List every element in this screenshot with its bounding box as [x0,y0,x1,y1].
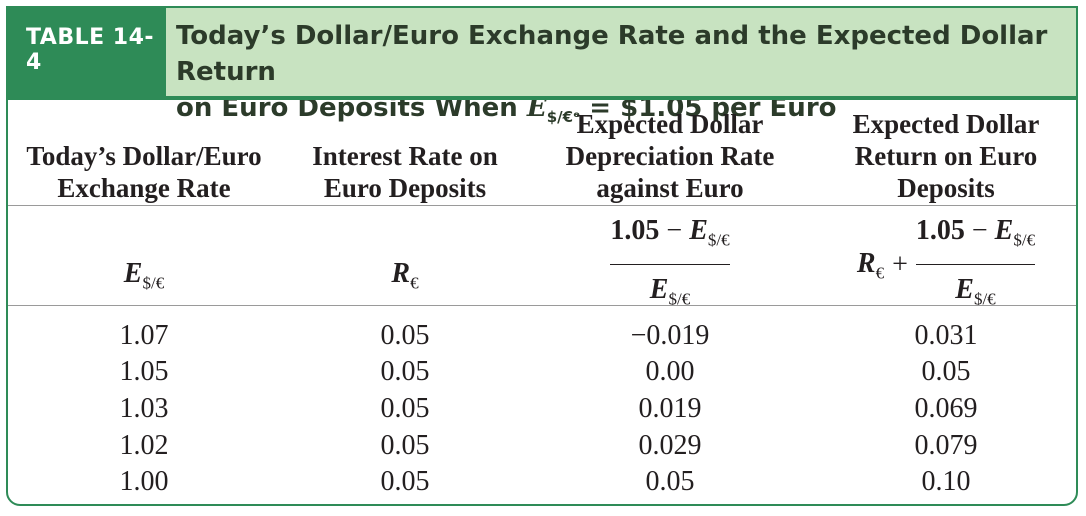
cell-depreciation-rate: 0.05 [645,466,695,497]
title-line-1: Today’s Dollar/Euro Exchange Rate and th… [176,21,1048,87]
formula-interest-rate: R€ [391,258,419,293]
header-rule [8,96,1076,100]
cell-exchange-rate: 1.02 [119,430,169,461]
cell-depreciation-rate: −0.019 [630,320,710,351]
table-frame: TABLE 14-4 Today’s Dollar/Euro Exchange … [6,6,1078,506]
cell-depreciation-rate: 0.00 [645,356,695,387]
cell-exchange-rate: 1.05 [119,356,169,387]
formula-expected-return: R€ + 1.05 − E$/€ E$/€ [812,214,1076,317]
title-symbol: E [526,93,547,123]
cell-expected-return: 0.031 [914,320,978,351]
cell-depreciation-rate: 0.019 [638,393,702,424]
cell-exchange-rate: 1.07 [119,320,169,351]
cell-interest-rate: 0.05 [380,430,430,461]
cell-depreciation-rate: 0.029 [638,430,702,461]
formula-exchange-rate: E$/€ [123,258,165,293]
cell-exchange-rate: 1.00 [119,466,169,497]
table-header: TABLE 14-4 Today’s Dollar/Euro Exchange … [8,8,1076,126]
cell-interest-rate: 0.05 [380,356,430,387]
fraction-bar [610,263,730,266]
column-heading-depreciation-rate: Expected Dollar Depreciation Rate agains… [565,109,775,203]
fraction-bar [915,263,1036,266]
cell-interest-rate: 0.05 [380,393,430,424]
depreciation-fraction: 1.05 − E$/€ E$/€ [610,215,730,309]
title-subscript: $/€ᵉ [546,108,581,127]
cell-interest-rate: 0.05 [380,466,430,497]
column-heading-expected-return: Expected Dollar Return on Euro Deposits [852,109,1040,203]
cell-exchange-rate: 1.03 [119,393,169,424]
column-heading-interest-rate: Interest Rate on Euro Deposits [312,141,498,203]
return-fraction: 1.05 − E$/€ E$/€ [915,215,1036,309]
cell-expected-return: 0.079 [914,430,978,461]
formula-divider [8,305,1076,306]
cell-expected-return: 0.05 [921,356,971,387]
cell-interest-rate: 0.05 [380,320,430,351]
table-number-tag: TABLE 14-4 [8,8,166,96]
column-heading-exchange-rate: Today’s Dollar/Euro Exchange Rate [26,141,262,203]
cell-expected-return: 0.10 [921,466,971,497]
heading-divider [8,205,1076,206]
cell-expected-return: 0.069 [914,393,978,424]
formula-depreciation-rate: 1.05 − E$/€ E$/€ [528,214,812,317]
